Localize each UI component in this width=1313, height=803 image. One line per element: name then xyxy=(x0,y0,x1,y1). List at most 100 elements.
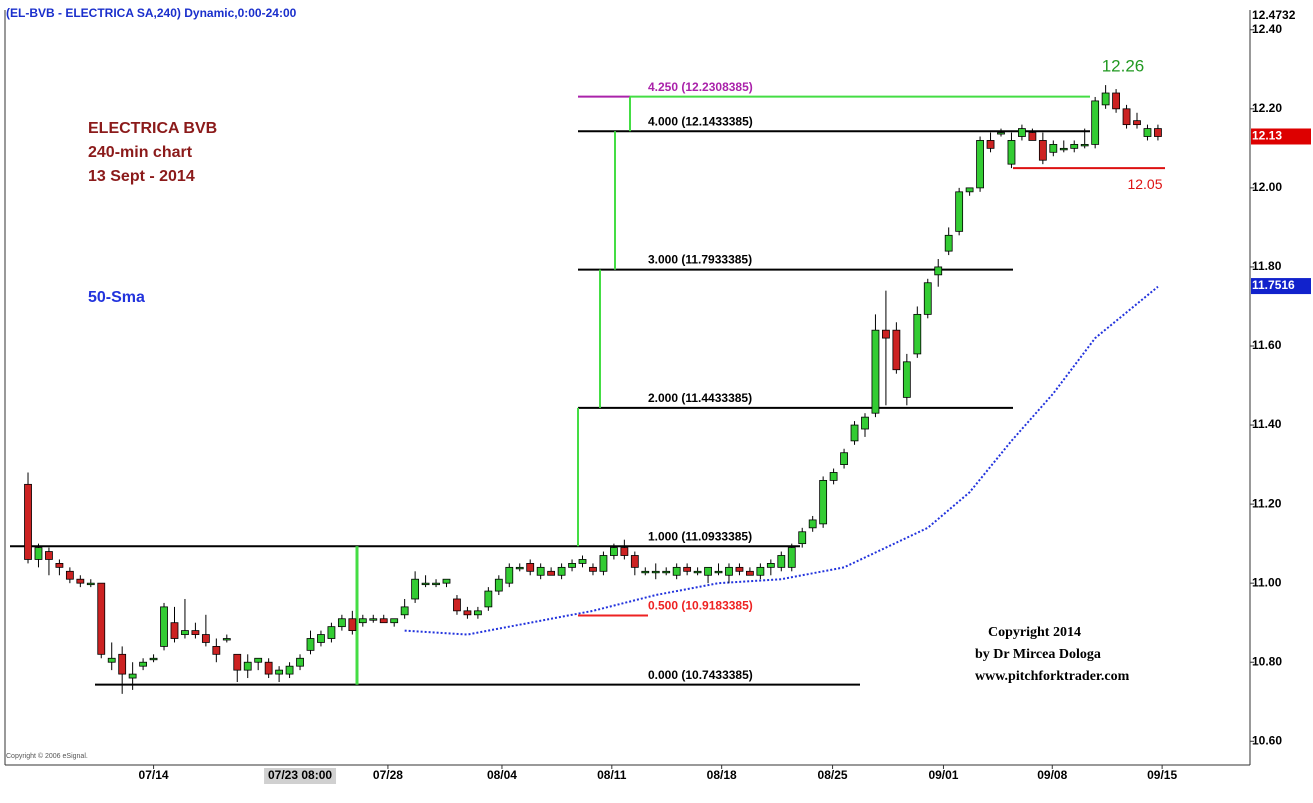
fib-label: 4.000 (12.1433385) xyxy=(648,114,753,128)
candle-body xyxy=(557,566,566,576)
candle-body xyxy=(568,563,576,568)
candle-body xyxy=(1070,143,1079,149)
copyright: Copyright 2014 xyxy=(988,625,1081,640)
candle-body xyxy=(829,472,838,481)
price-label: 11.7516 xyxy=(1252,278,1295,292)
candle-body xyxy=(1143,128,1152,137)
sma-legend: 50-Sma xyxy=(88,289,145,306)
candle-body xyxy=(1007,140,1016,165)
candle-body xyxy=(976,140,984,189)
y-tick-label: 12.00 xyxy=(1252,180,1282,194)
candle-body xyxy=(578,559,587,564)
candle-body xyxy=(787,547,796,568)
source: Copyright © 2006 eSignal. xyxy=(6,752,88,760)
note: 13 Sept - 2014 xyxy=(88,168,195,185)
cursor-label-bg xyxy=(264,768,337,784)
candle-body xyxy=(1049,143,1058,153)
candle-body xyxy=(1101,92,1110,106)
candle-body xyxy=(923,282,932,315)
candle-body xyxy=(453,598,461,612)
candle-body xyxy=(902,361,911,398)
y-tick-label: 11.00 xyxy=(1252,575,1282,589)
fib-label: 0.000 (10.7433385) xyxy=(648,668,753,682)
candle-body xyxy=(327,626,336,639)
candle-body xyxy=(725,566,733,576)
candle-body xyxy=(746,570,754,576)
candle-body xyxy=(777,555,786,568)
y-tick-label: 12.40 xyxy=(1252,22,1282,36)
x-tick-label: 07/14 xyxy=(139,768,169,782)
candle-body xyxy=(212,646,221,655)
candle-body xyxy=(97,582,106,655)
candle-body xyxy=(390,618,399,624)
candle-body xyxy=(1038,140,1047,161)
candle-body xyxy=(275,669,284,675)
note: ELECTRICA BVB xyxy=(88,120,217,137)
x-tick-label: 08/11 xyxy=(597,768,627,782)
chart-title: (EL-BVB - ELECTRICA SA,240) Dynamic,0:00… xyxy=(6,6,297,20)
candle-body xyxy=(944,234,953,252)
candle-body xyxy=(76,578,85,584)
candle-body xyxy=(536,566,545,576)
candle-body xyxy=(170,622,179,639)
candle-body xyxy=(766,563,775,568)
x-tick-label: 09/15 xyxy=(1147,768,1177,782)
candle-body xyxy=(201,634,210,643)
y-tick-label: 12.20 xyxy=(1252,101,1282,115)
y-tick-label: 11.60 xyxy=(1252,338,1282,352)
candle-body xyxy=(45,551,53,560)
candle-body xyxy=(181,630,189,635)
candle-body xyxy=(264,661,273,675)
candle-body xyxy=(222,638,231,641)
candle-body xyxy=(296,657,304,667)
candle-body xyxy=(704,566,712,576)
x-tick-label: 08/25 xyxy=(818,768,848,782)
candle-body xyxy=(662,570,671,574)
candle-body xyxy=(233,653,242,671)
y-tick-label: 11.40 xyxy=(1252,417,1282,431)
candle-body xyxy=(965,187,974,193)
x-tick-label: 09/01 xyxy=(928,768,958,782)
candle-body xyxy=(34,547,43,560)
candle-body xyxy=(317,634,325,643)
candle-body xyxy=(840,452,848,465)
candle-body xyxy=(191,630,200,635)
candle-body xyxy=(683,566,692,572)
candle-body xyxy=(882,329,890,339)
candle-body xyxy=(1018,128,1026,137)
candle-body xyxy=(463,610,472,616)
candle-body xyxy=(892,329,901,371)
fib-label: 2.000 (11.4433385) xyxy=(648,391,752,405)
y-tick-label: 11.80 xyxy=(1252,259,1282,273)
candle-body xyxy=(609,547,618,556)
candle-body xyxy=(337,618,346,628)
candle-body xyxy=(1059,147,1068,151)
candle-body xyxy=(526,563,535,572)
candle-body xyxy=(369,618,378,621)
candle-body xyxy=(379,618,388,624)
price-label-bg xyxy=(1251,128,1311,145)
candle-body xyxy=(735,566,744,572)
candle-body xyxy=(1122,108,1131,126)
x-tick-label: 08/18 xyxy=(707,768,737,782)
candle-body xyxy=(432,582,440,586)
candle-body xyxy=(913,313,922,355)
annotation: 12.05 xyxy=(1127,176,1162,192)
sma-line xyxy=(404,285,1159,636)
candle-body xyxy=(955,191,964,232)
copyright: by Dr Mircea Dologa xyxy=(975,647,1101,662)
candle-body xyxy=(285,665,294,675)
candle-body xyxy=(693,570,702,574)
x-tick-label: 09/08 xyxy=(1037,768,1067,782)
candle-body xyxy=(997,132,1005,135)
fib-label: 3.000 (11.7933385) xyxy=(648,253,752,267)
y-tick-label: 11.20 xyxy=(1252,496,1282,510)
candle-body xyxy=(107,657,116,663)
candle-body xyxy=(589,566,597,572)
candle-body xyxy=(986,140,995,149)
x-tick-label: 08/04 xyxy=(487,768,517,782)
candle-body xyxy=(243,661,252,671)
candle-body xyxy=(86,582,95,586)
candle-body xyxy=(714,570,723,574)
candle-body xyxy=(651,570,660,574)
